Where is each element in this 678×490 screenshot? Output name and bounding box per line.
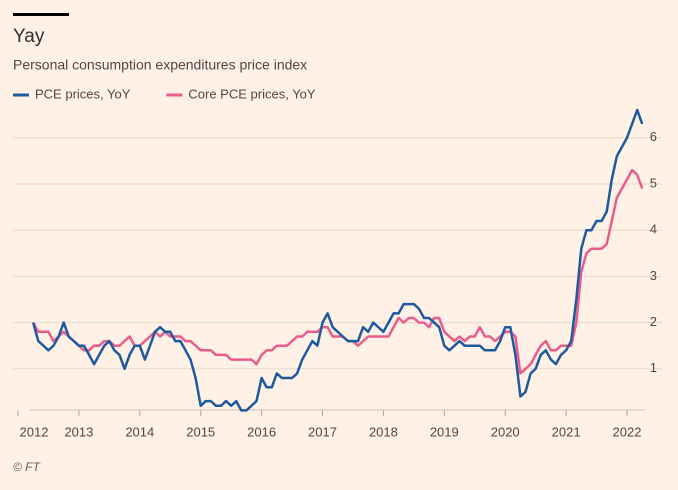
x-tick-label: 2018 bbox=[369, 424, 398, 439]
x-tick-label: 2020 bbox=[491, 424, 520, 439]
y-tick-label: 3 bbox=[650, 268, 657, 283]
chart-title: Yay bbox=[13, 26, 45, 47]
legend-label: PCE prices, YoY bbox=[35, 86, 131, 101]
series-line bbox=[32, 168, 644, 375]
x-tick-label: 2019 bbox=[430, 424, 459, 439]
y-tick-label: 1 bbox=[650, 360, 657, 375]
chart-subtitle: Personal consumption expenditures price … bbox=[13, 57, 307, 73]
x-tick-label: 2013 bbox=[64, 424, 93, 439]
y-tick-label: 6 bbox=[650, 129, 657, 144]
x-tick-label: 2014 bbox=[125, 424, 154, 439]
series-line bbox=[31, 108, 644, 412]
x-tick-label: 2017 bbox=[308, 424, 337, 439]
x-tick-label: 2021 bbox=[552, 424, 581, 439]
x-tick-label: 2012 bbox=[20, 424, 49, 439]
source: © FT bbox=[13, 460, 42, 474]
legend-label: Core PCE prices, YoY bbox=[188, 86, 316, 101]
y-tick-label: 4 bbox=[650, 222, 657, 237]
brand-bar bbox=[13, 13, 69, 16]
y-tick-label: 2 bbox=[650, 314, 657, 329]
x-tick-label: 2022 bbox=[613, 424, 642, 439]
x-tick-label: 2016 bbox=[247, 424, 276, 439]
x-tick-label: 2015 bbox=[186, 424, 215, 439]
y-tick-label: 5 bbox=[650, 175, 657, 190]
